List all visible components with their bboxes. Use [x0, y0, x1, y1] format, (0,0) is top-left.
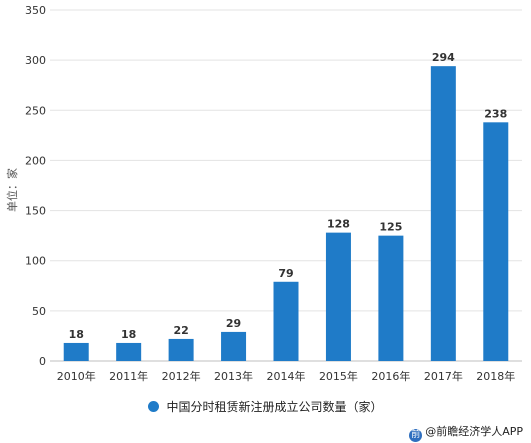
legend: 中国分时租赁新注册成立公司数量（家） — [0, 398, 531, 415]
y-tick-label: 350 — [25, 4, 46, 17]
x-tick-label: 2013年 — [214, 369, 253, 383]
y-tick-label: 200 — [25, 154, 46, 167]
x-tick-label: 2011年 — [109, 369, 148, 383]
x-tick-label: 2018年 — [476, 369, 515, 383]
y-tick-label: 300 — [25, 54, 46, 67]
data-label: 29 — [226, 317, 241, 330]
source-credit: 前 @前瞻经济学人APP — [409, 423, 523, 442]
source-logo-icon: 前 — [409, 429, 423, 442]
y-axis-label: 单位：家 — [5, 168, 19, 212]
bar — [325, 232, 351, 361]
data-labels: 18 18 22 29 79 128 125 294 238 — [69, 51, 508, 341]
data-label: 294 — [432, 51, 455, 64]
y-tick-label: 50 — [32, 305, 46, 318]
x-tick-label: 2017年 — [424, 369, 463, 383]
y-tick-label: 150 — [25, 205, 46, 218]
y-axis-ticks: 0 50 100 150 200 250 300 350 — [25, 4, 46, 368]
data-label: 79 — [278, 267, 293, 280]
data-label: 128 — [327, 218, 350, 231]
bar — [63, 342, 89, 361]
x-axis-ticks: 2010年 2011年 2012年 2013年 2014年 2015年 2016年 2017年… — [57, 369, 516, 383]
source-text: @前瞻经济学人APP — [425, 425, 523, 438]
y-tick-label: 250 — [25, 104, 46, 117]
bar-chart: 0 50 100 150 200 250 300 350 18 18 22 29 79 128 125 29… — [5, 4, 522, 383]
data-label: 18 — [121, 328, 136, 341]
bar — [483, 122, 509, 361]
bar — [221, 331, 247, 361]
legend-marker — [148, 401, 160, 412]
data-label: 125 — [379, 221, 402, 234]
data-label: 22 — [173, 324, 188, 337]
x-tick-label: 2010年 — [57, 369, 96, 383]
gridlines — [50, 9, 522, 362]
data-label: 238 — [484, 107, 507, 120]
bar — [116, 342, 142, 361]
legend-label: 中国分时租赁新注册成立公司数量（家） — [166, 400, 383, 414]
data-label: 18 — [69, 328, 84, 341]
x-tick-label: 2015年 — [319, 369, 358, 383]
x-tick-label: 2014年 — [267, 369, 306, 383]
x-tick-label: 2016年 — [371, 369, 410, 383]
y-tick-label: 0 — [39, 355, 46, 368]
x-tick-label: 2012年 — [162, 369, 201, 383]
bars — [63, 66, 509, 361]
bar — [430, 66, 456, 361]
bar — [168, 338, 194, 361]
bar — [273, 281, 299, 361]
bar — [378, 235, 404, 361]
y-tick-label: 100 — [25, 255, 46, 268]
